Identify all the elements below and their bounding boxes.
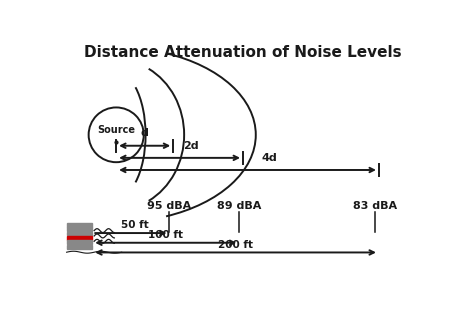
Text: 200 ft: 200 ft [218,239,253,249]
Text: Distance Attenuation of Noise Levels: Distance Attenuation of Noise Levels [84,45,402,60]
Text: 83 dBA: 83 dBA [353,201,397,211]
Text: 100 ft: 100 ft [148,230,183,240]
Bar [66,240,92,244]
Bar [66,236,92,240]
Text: 89 dBA: 89 dBA [217,201,262,211]
Text: 2d: 2d [183,140,199,151]
Text: d: d [141,129,148,139]
Text: 95 dBA: 95 dBA [147,201,191,211]
Bar [66,232,92,236]
Text: 4d: 4d [262,153,277,163]
Bar [66,245,92,249]
Text: Source: Source [97,125,135,135]
Bar [66,223,92,227]
Text: 50 ft: 50 ft [121,220,148,230]
Bar [66,227,92,231]
